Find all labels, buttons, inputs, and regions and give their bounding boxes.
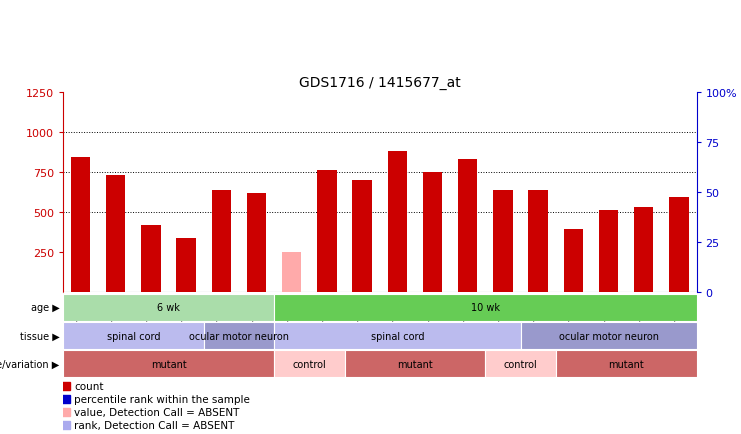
- Bar: [282, 252, 302, 292]
- Bar: [556, 351, 697, 378]
- Bar: [274, 322, 520, 349]
- Text: age ▶: age ▶: [30, 303, 59, 312]
- Bar: [63, 294, 274, 321]
- Bar: [204, 322, 274, 349]
- Bar: [388, 151, 407, 292]
- Text: percentile rank within the sample: percentile rank within the sample: [74, 394, 250, 404]
- Text: count: count: [74, 381, 104, 391]
- Bar: [63, 351, 274, 378]
- Bar: [274, 351, 345, 378]
- Text: mutant: mutant: [397, 359, 433, 369]
- Bar: [634, 207, 654, 292]
- Bar: [317, 171, 336, 292]
- Text: control: control: [504, 359, 537, 369]
- Bar: [669, 198, 688, 292]
- Text: mutant: mutant: [150, 359, 187, 369]
- Bar: [423, 172, 442, 292]
- Text: 10 wk: 10 wk: [471, 303, 500, 312]
- Text: rank, Detection Call = ABSENT: rank, Detection Call = ABSENT: [74, 420, 235, 430]
- Bar: [599, 210, 618, 292]
- Bar: [106, 175, 125, 292]
- Text: ocular motor neuron: ocular motor neuron: [559, 331, 659, 341]
- Bar: [564, 230, 583, 292]
- Bar: [458, 160, 477, 292]
- Bar: [71, 158, 90, 292]
- Bar: [63, 322, 204, 349]
- Text: 6 wk: 6 wk: [157, 303, 180, 312]
- Text: genotype/variation ▶: genotype/variation ▶: [0, 359, 59, 369]
- Bar: [528, 191, 548, 292]
- Bar: [485, 351, 556, 378]
- Bar: [520, 322, 697, 349]
- Text: mutant: mutant: [608, 359, 644, 369]
- Bar: [247, 193, 266, 292]
- Text: ocular motor neuron: ocular motor neuron: [189, 331, 289, 341]
- Bar: [353, 180, 372, 292]
- Bar: [176, 239, 196, 292]
- Text: tissue ▶: tissue ▶: [19, 331, 59, 341]
- Bar: [345, 351, 485, 378]
- Bar: [494, 191, 513, 292]
- Text: spinal cord: spinal cord: [370, 331, 424, 341]
- Bar: [274, 294, 697, 321]
- Text: control: control: [293, 359, 326, 369]
- Text: spinal cord: spinal cord: [107, 331, 160, 341]
- Text: value, Detection Call = ABSENT: value, Detection Call = ABSENT: [74, 407, 240, 417]
- Bar: [142, 226, 161, 292]
- Title: GDS1716 / 1415677_at: GDS1716 / 1415677_at: [299, 76, 461, 90]
- Bar: [212, 191, 231, 292]
